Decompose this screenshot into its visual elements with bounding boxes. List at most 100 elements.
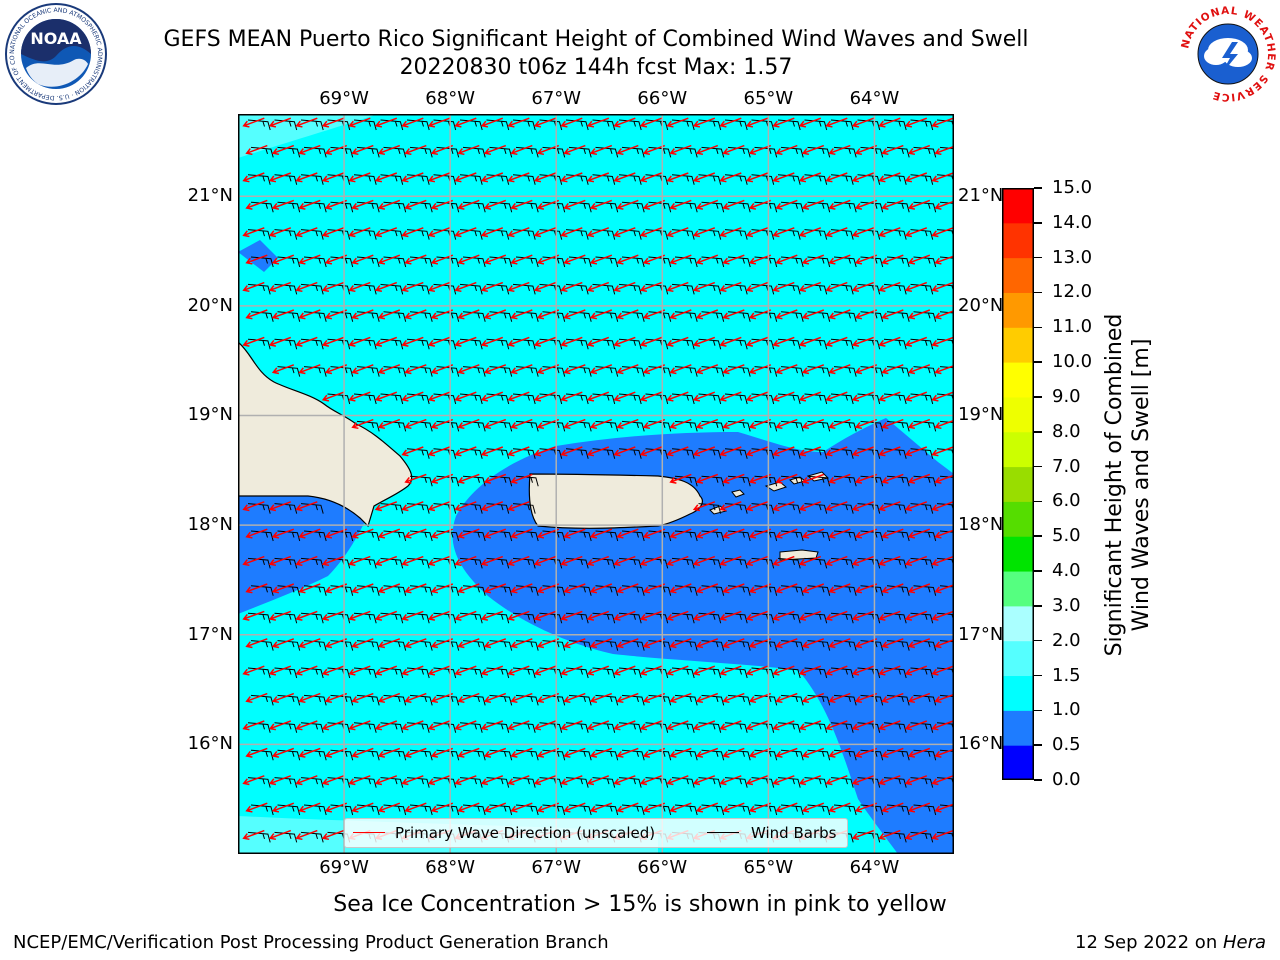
- wind-barb: [674, 146, 698, 158]
- wave-direction-arrow: [321, 555, 345, 567]
- wave-direction-arrow: [271, 199, 295, 210]
- wind-barb: [833, 585, 857, 596]
- wave-direction-arrow: [480, 555, 504, 567]
- colorbar-tick-mark: [1034, 256, 1042, 259]
- wind-barb: [860, 694, 884, 706]
- wave-direction-arrow: [695, 638, 719, 649]
- wave-direction-arrow: [510, 254, 533, 265]
- wind-barb: [406, 612, 430, 624]
- wave-direction-arrow: [931, 446, 954, 457]
- wave-direction-arrow: [825, 281, 848, 293]
- wave-direction-arrow: [798, 555, 822, 567]
- wind-barb: [595, 256, 619, 268]
- noaa-logo-text: NOAA: [30, 29, 82, 48]
- wind-barb: [780, 256, 804, 268]
- wind-barb: [860, 146, 884, 158]
- wave-direction-arrow: [536, 364, 560, 375]
- wave-direction-arrow: [642, 254, 666, 265]
- wind-barb: [512, 503, 536, 514]
- wind-barb: [701, 749, 725, 761]
- wind-barb: [489, 585, 513, 596]
- wave-direction-arrow: [669, 802, 692, 813]
- wind-barb: [910, 503, 934, 514]
- wave-direction-arrow: [510, 144, 533, 156]
- wave-direction-arrow: [642, 144, 666, 156]
- wind-barb: [913, 694, 937, 706]
- wave-direction-arrow: [401, 117, 424, 128]
- land-hispaniola: [238, 341, 413, 528]
- wave-direction-arrow: [695, 199, 719, 210]
- wind-barb: [780, 749, 804, 761]
- wave-direction-arrow: [563, 583, 586, 594]
- wave-direction-arrow: [666, 720, 689, 731]
- wave-direction-arrow: [348, 281, 371, 293]
- wave-direction-arrow: [377, 309, 401, 320]
- wave-direction-arrow: [377, 418, 401, 430]
- wave-direction-arrow: [775, 528, 798, 539]
- wave-direction-arrow: [775, 418, 798, 430]
- wave-direction-arrow: [613, 720, 636, 731]
- wind-barb: [459, 119, 483, 131]
- wind-barb: [777, 612, 801, 624]
- wave-direction-arrow: [483, 309, 507, 320]
- wind-barb: [356, 640, 380, 651]
- wave-direction-arrow: [772, 172, 795, 183]
- wave-direction-arrow: [722, 364, 745, 375]
- wave-direction-arrow: [454, 117, 477, 128]
- wave-direction-arrow: [298, 528, 321, 539]
- wave-direction-arrow: [613, 665, 636, 676]
- wind-barb: [462, 585, 486, 596]
- wave-direction-arrow: [533, 720, 557, 731]
- wave-direction-arrow: [245, 802, 268, 813]
- wind-barb: [330, 694, 354, 706]
- wave-direction-arrow: [666, 117, 689, 128]
- wind-barb: [462, 256, 486, 268]
- wave-direction-arrow: [828, 144, 851, 156]
- wind-barb: [353, 283, 377, 295]
- wind-barb: [592, 777, 616, 788]
- wave-direction-arrow: [881, 309, 904, 320]
- wave-direction-arrow: [480, 665, 504, 676]
- wind-barb: [459, 667, 483, 679]
- wave-direction-arrow: [881, 747, 904, 758]
- wave-direction-arrow: [719, 281, 742, 293]
- wave-direction-arrow: [427, 336, 451, 347]
- wave-direction-arrow: [298, 144, 321, 156]
- wind-barb: [701, 256, 725, 268]
- wind-barb: [595, 311, 619, 322]
- wave-direction-arrow: [454, 720, 477, 731]
- wave-direction-arrow: [639, 227, 663, 238]
- wave-direction-arrow: [507, 501, 530, 512]
- wave-direction-arrow: [825, 501, 848, 512]
- wave-direction-arrow: [271, 144, 295, 156]
- wave-direction-arrow: [510, 583, 533, 594]
- wave-direction-arrow: [430, 254, 454, 265]
- wind-barb: [486, 777, 510, 788]
- wind-barb: [939, 804, 954, 807]
- wave-direction-arrow: [589, 144, 613, 156]
- wind-barb: [353, 667, 377, 679]
- wave-direction-arrow: [904, 501, 928, 512]
- wave-direction-arrow: [563, 528, 586, 539]
- wind-barb: [250, 804, 274, 816]
- wind-barb: [383, 311, 407, 322]
- colorbar-segment: [1002, 710, 1034, 746]
- wind-barb: [300, 229, 324, 240]
- wave-direction-arrow: [828, 418, 851, 430]
- wind-barb: [247, 777, 271, 788]
- wind-barb: [648, 146, 672, 158]
- wave-direction-arrow: [321, 829, 345, 841]
- wind-barb: [883, 174, 907, 185]
- wind-barb: [274, 667, 298, 679]
- wave-direction-arrow: [374, 501, 398, 512]
- wind-barb: [701, 311, 725, 322]
- wind-barb: [515, 749, 539, 761]
- wave-direction-arrow: [377, 254, 401, 265]
- wave-direction-arrow: [377, 802, 401, 813]
- wave-direction-arrow: [401, 172, 424, 183]
- wind-barb: [300, 557, 324, 569]
- wave-direction-arrow: [639, 775, 663, 786]
- wave-direction-arrow: [722, 802, 745, 813]
- wave-direction-arrow: [560, 555, 583, 567]
- wind-barb: [565, 174, 589, 185]
